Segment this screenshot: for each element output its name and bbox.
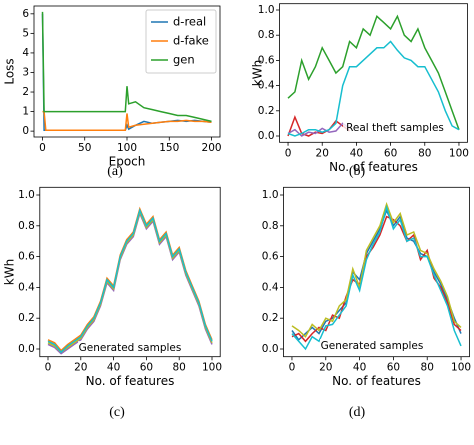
y-tick-label: 1.0 — [258, 4, 275, 16]
x-tick-label: 100 — [449, 147, 469, 159]
series-line — [47, 211, 213, 355]
legend-box — [145, 9, 217, 74]
x-tick-label: 60 — [140, 362, 153, 374]
y-tick-label: 0.8 — [18, 220, 35, 232]
x-tick-label: 0 — [45, 362, 52, 374]
y-tick-label: 0.8 — [262, 220, 279, 232]
x-axis-label: Epoch — [109, 155, 146, 169]
x-tick-label: 40 — [350, 147, 363, 159]
y-tick-label: 0.6 — [262, 251, 279, 263]
series-line — [47, 209, 213, 354]
series-line — [47, 208, 213, 354]
y-tick-label: 1.0 — [18, 189, 35, 201]
x-tick-label: 100 — [451, 362, 471, 374]
annotation-bg — [78, 341, 182, 355]
x-tick-label: 0 — [285, 147, 292, 159]
x-tick-label: 0 — [39, 142, 46, 154]
x-tick-label: 20 — [319, 362, 332, 374]
x-axis-label: No. of features — [332, 374, 421, 388]
y-tick-label: 0.2 — [258, 105, 275, 117]
y-tick-label: 0 — [22, 125, 29, 137]
x-tick-label: 100 — [117, 142, 137, 154]
x-tick-label: 20 — [74, 362, 87, 374]
y-tick-label: 0.2 — [18, 312, 35, 324]
y-tick-label: 0.6 — [258, 54, 275, 66]
x-tick-label: 60 — [387, 362, 400, 374]
series-line — [291, 201, 462, 338]
y-tick-label: 0.4 — [258, 80, 275, 92]
y-axis-label: Loss — [3, 58, 17, 84]
series-line — [41, 11, 212, 123]
x-tick-label: 20 — [316, 147, 329, 159]
x-tick-label: 0 — [289, 362, 296, 374]
y-tick-label: 2 — [22, 86, 29, 98]
x-tick-label: 60 — [384, 147, 397, 159]
x-tick-label: 80 — [418, 147, 431, 159]
y-tick-label: 0.4 — [18, 281, 35, 293]
panel-label: (a) — [107, 164, 123, 179]
y-tick-label: 0.0 — [262, 343, 279, 355]
annotation-bg — [343, 121, 447, 135]
axes-frame — [279, 3, 468, 143]
y-tick-label: 0.6 — [18, 251, 35, 263]
axes-frame — [283, 186, 470, 358]
series-line — [42, 110, 212, 131]
y-tick-label: 1 — [22, 106, 29, 118]
x-tick-label: 80 — [173, 362, 186, 374]
panel-label: (d) — [349, 405, 366, 420]
y-tick-label: 1.0 — [262, 189, 279, 201]
y-tick-label: 0.4 — [262, 281, 279, 293]
y-tick-label: 3 — [22, 66, 29, 78]
annotation: Generated samples — [321, 340, 424, 352]
annotation-bg — [320, 339, 424, 353]
y-tick-label: 6 — [22, 8, 29, 20]
x-axis-label: No. of features — [329, 160, 418, 174]
series-line — [291, 208, 462, 341]
series-line — [287, 122, 351, 137]
x-axis-label: No. of features — [86, 374, 175, 388]
series-line — [287, 115, 351, 137]
y-tick-label: 0.0 — [18, 343, 35, 355]
x-tick-label: 40 — [353, 362, 366, 374]
axes-frame — [39, 186, 221, 358]
y-axis-label: kWh — [251, 60, 265, 86]
x-tick-label: 200 — [202, 142, 222, 154]
x-tick-label: 80 — [421, 362, 434, 374]
y-tick-label: 0.8 — [258, 29, 275, 41]
y-tick-label: 0.2 — [262, 312, 279, 324]
legend-label: d-real — [173, 15, 206, 29]
series-line — [291, 204, 462, 351]
annotation: Generated samples — [79, 342, 182, 354]
x-tick-label: 150 — [159, 142, 179, 154]
legend-label: d-fake — [173, 34, 209, 48]
series-line — [287, 14, 460, 130]
panel-label: (c) — [109, 405, 125, 420]
y-tick-label: 0.0 — [258, 130, 275, 142]
panel-label: (b) — [349, 164, 366, 179]
series-line — [287, 40, 460, 137]
y-tick-label: 4 — [22, 47, 29, 59]
legend-label: gen — [173, 53, 195, 67]
x-tick-label: 100 — [202, 362, 222, 374]
y-tick-label: 5 — [22, 27, 29, 39]
annotation: Real theft samples — [346, 122, 444, 134]
x-tick-label: 40 — [107, 362, 120, 374]
x-tick-label: 50 — [78, 142, 91, 154]
y-axis-label: kWh — [3, 259, 17, 285]
